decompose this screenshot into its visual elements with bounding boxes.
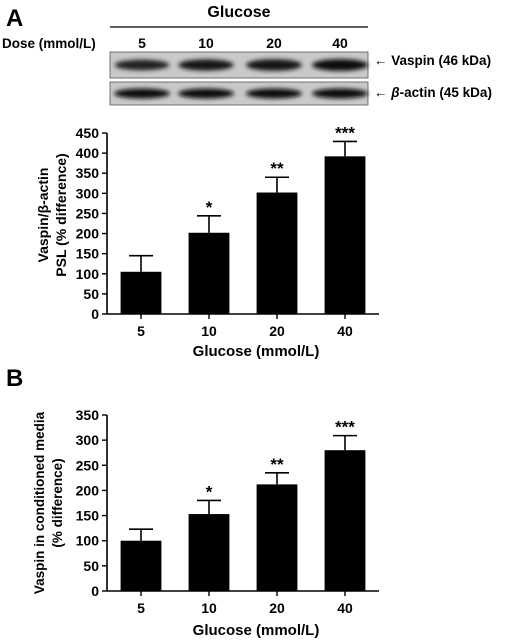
x-tick-label: 5	[137, 323, 145, 339]
bar-5	[120, 540, 162, 591]
x-tick-label: 10	[201, 323, 217, 339]
y-tick-label: 250	[76, 205, 100, 221]
bar-10	[188, 514, 230, 591]
blot-band-vaspin-5	[114, 59, 170, 71]
significance-mark: *	[206, 482, 213, 501]
blot-band-label-vaspin: ← Vaspin (46 kDa)	[374, 53, 491, 68]
blot-band-actin-5	[114, 88, 170, 99]
y-tick-label: 150	[76, 508, 100, 524]
blot-dose-20: 20	[266, 35, 282, 51]
y-tick-label: 150	[76, 246, 100, 262]
significance-mark: **	[270, 455, 284, 474]
significance-mark: ***	[335, 123, 355, 142]
blot-dose-label: Dose (mmol/L)	[2, 36, 96, 51]
y-tick-label: 100	[76, 266, 100, 282]
actin-band-text: -actin (45 kDa)	[400, 85, 492, 100]
y-tick-label: 250	[76, 457, 100, 473]
panel-b-letter: B	[6, 365, 23, 392]
blot-band-vaspin-20	[246, 59, 302, 71]
x-tick-label: 5	[137, 600, 145, 616]
panel-a-letter: A	[6, 5, 23, 32]
blot-band-actin-10	[178, 88, 234, 99]
bar-10	[188, 232, 230, 314]
y-tick-label: 50	[83, 286, 99, 302]
blot-band-vaspin-40	[312, 59, 368, 71]
significance-mark: **	[270, 159, 284, 178]
x-tick-label: 40	[337, 600, 353, 616]
panel-a: A Glucose Dose (mmol/L) 5 10 20 40 ← Vas…	[2, 4, 492, 106]
y-tick-label: 50	[83, 558, 99, 574]
chart-b: Vaspin in conditioned media (% differenc…	[32, 407, 379, 639]
blot-band-label-actin: ← β-actin (45 kDa)	[374, 85, 492, 100]
blot-group-label: Glucose	[207, 4, 270, 21]
x-tick-label: 10	[201, 600, 217, 616]
chart-b-xlabel: Glucose (mmol/L)	[193, 622, 320, 639]
blot-band-vaspin-10	[178, 59, 234, 71]
vaspin-band-text: Vaspin (46 kDa)	[391, 53, 491, 68]
y-tick-label: 400	[76, 145, 100, 161]
x-tick-label: 20	[269, 323, 285, 339]
chart-a-ylabel-line1: Vaspin/β-actin	[35, 168, 51, 263]
blot-dose-5: 5	[138, 35, 146, 51]
bar-40	[324, 156, 366, 314]
chart-a: Vaspin/β-actin PSL (% difference) Glucos…	[35, 123, 379, 360]
y-tick-label: 0	[91, 306, 99, 322]
blot-dose-40: 40	[332, 35, 348, 51]
chart-b-ylabel-line1: Vaspin in conditioned media	[32, 411, 47, 594]
y-tick-label: 200	[76, 482, 100, 498]
blot-strips	[109, 51, 369, 106]
y-tick-label: 200	[76, 226, 100, 242]
y-tick-label: 100	[76, 533, 100, 549]
bar-20	[256, 192, 298, 314]
y-tick-label: 450	[76, 125, 100, 141]
significance-mark: *	[206, 198, 213, 217]
blot-dose-10: 10	[198, 35, 214, 51]
y-tick-label: 0	[91, 583, 99, 599]
y-tick-label: 300	[76, 185, 100, 201]
y-tick-label: 300	[76, 432, 100, 448]
chart-a-xlabel: Glucose (mmol/L)	[193, 343, 320, 360]
bar-20	[256, 484, 298, 591]
y-tick-label: 350	[76, 407, 100, 423]
chart-b-ylabel-line2: (% difference)	[50, 458, 65, 547]
y-tick-label: 350	[76, 165, 100, 181]
chart-a-ylabel-line2: PSL (% difference)	[53, 153, 69, 276]
blot-band-actin-20	[246, 88, 302, 99]
bar-5	[120, 271, 162, 314]
beta-symbol: β	[390, 85, 399, 100]
x-tick-label: 20	[269, 600, 285, 616]
blot-band-actin-40	[312, 88, 368, 99]
bar-40	[324, 450, 366, 591]
x-tick-label: 40	[337, 323, 353, 339]
significance-mark: ***	[335, 418, 355, 437]
